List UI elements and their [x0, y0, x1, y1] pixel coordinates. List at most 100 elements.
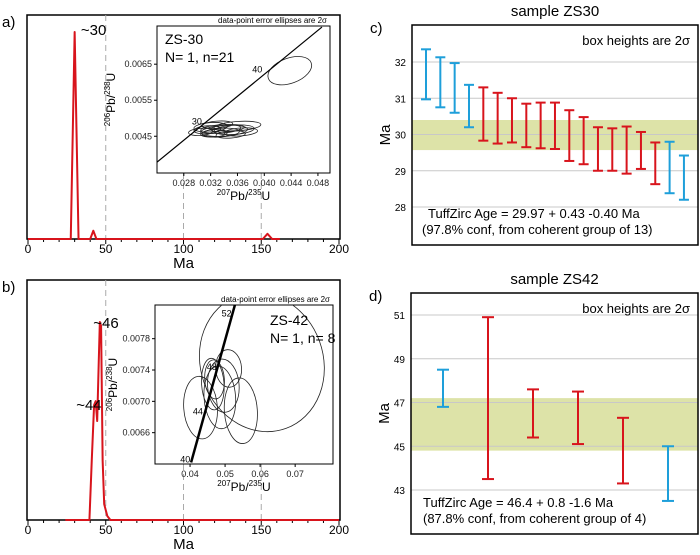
axis-label-part: 206	[103, 112, 112, 126]
error-ellipse	[223, 127, 258, 137]
error-bar	[572, 390, 584, 446]
error-bar	[478, 86, 489, 142]
error-bar	[482, 316, 494, 481]
x-axis-label: Ma	[173, 255, 194, 272]
error-ellipse	[207, 358, 240, 413]
panel-label: a)	[2, 14, 15, 31]
error-bar	[435, 56, 446, 109]
y-tick-label: 29	[395, 167, 407, 178]
error-bar	[678, 154, 689, 201]
x-axis-label: Ma	[173, 536, 194, 553]
axis-label-part: U	[262, 189, 271, 203]
inset-y-axis-label: 206Pb/238U	[105, 358, 120, 411]
axis-label-part: 238	[105, 366, 114, 380]
x-tick-label: 0	[25, 523, 32, 537]
inset-x-axis-label: 207Pb/235U	[217, 188, 270, 203]
x-tick-label: 200	[329, 523, 349, 537]
concordia-inset: data-point error ellipses are 2σ 52 48 44 40…	[105, 295, 336, 494]
inset-x-tick-label: 0.028	[173, 178, 196, 188]
inset-x-tick-label: 0.05	[216, 469, 234, 479]
peak-label: ~30	[81, 22, 106, 39]
x-tick-label: 100	[173, 242, 193, 256]
x-tick-label: 150	[251, 523, 271, 537]
panel-label: d)	[369, 288, 382, 305]
error-bar	[578, 116, 589, 166]
concordia-line	[157, 26, 323, 163]
y-tick-label: 28	[395, 203, 407, 214]
sample-counts: N= 1, n= 8	[270, 330, 336, 346]
sample-counts: N= 1, n=21	[165, 49, 234, 65]
inset-frame	[154, 304, 334, 465]
inset-x-tick-label: 0.06	[251, 469, 269, 479]
error-ellipse	[193, 125, 222, 135]
inset-note: data-point error ellipses are 2σ	[218, 16, 327, 25]
note: box heights are 2σ	[582, 301, 690, 316]
result-line-2: (87.8% conf, from coherent group of 4)	[423, 511, 646, 526]
error-bar	[635, 130, 646, 170]
inset-x-tick-label: 0.040	[253, 178, 276, 188]
concordia-age-label: 44	[193, 407, 203, 417]
x-tick-label: 100	[173, 523, 193, 537]
chart-title: sample ZS30	[511, 3, 599, 20]
concordia-age-label: 52	[222, 309, 232, 319]
axis-label-part: 207	[217, 188, 231, 197]
y-tick-label: 51	[394, 311, 406, 322]
note: box heights are 2σ	[582, 33, 690, 48]
error-bar	[592, 126, 603, 172]
inset-y-tick-label: 0.0074	[122, 365, 150, 375]
inset-x-tick-label: 0.07	[286, 469, 304, 479]
y-tick-label: 43	[394, 486, 406, 497]
probability-density-curve	[28, 31, 280, 240]
ellipses	[183, 305, 325, 463]
inset-x-tick-label: 0.044	[280, 178, 303, 188]
inset-note: data-point error ellipses are 2σ	[221, 295, 330, 304]
axis-label-part: U	[104, 73, 118, 82]
inset-y-tick-label: 0.0070	[122, 396, 150, 406]
error-bar	[492, 91, 503, 145]
plot-frame	[411, 24, 699, 246]
error-bar	[463, 83, 474, 129]
result-line-1: TuffZirc Age = 29.97 + 0.43 -0.40 Ma	[428, 206, 641, 221]
inset-y-tick-label: 0.0055	[124, 95, 152, 105]
y-tick-label: 31	[395, 94, 407, 105]
chart-title: sample ZS42	[510, 271, 598, 288]
age-band	[411, 398, 698, 451]
x-tick-label: 200	[329, 242, 349, 256]
error-bar	[650, 141, 661, 186]
concordia-age-label: 30	[192, 117, 202, 127]
axis-label-part: 206	[105, 397, 114, 411]
error-ellipse	[215, 130, 246, 139]
axis-label-part: Pb/	[106, 379, 120, 398]
error-bar	[607, 127, 618, 172]
y-tick-label: 45	[394, 442, 406, 453]
inset-y-axis-label: 206Pb/238U	[103, 73, 118, 126]
error-ellipse	[215, 349, 242, 388]
errorbar-panel-c: sample ZS30 c) 28 29 30 31 32 Ma box heights are…	[370, 3, 699, 246]
error-bar	[621, 125, 632, 175]
error-ellipse	[204, 359, 225, 400]
inset-y-tick-label: 0.0065	[124, 59, 152, 69]
y-axis-label: Ma	[377, 124, 394, 145]
error-ellipse	[199, 305, 325, 433]
x-tick-label: 150	[251, 242, 271, 256]
panel-label: c)	[370, 20, 383, 37]
inset-frame	[156, 25, 331, 174]
error-bar	[527, 388, 539, 439]
error-bar	[449, 62, 460, 114]
error-bar	[421, 48, 431, 101]
ellipses	[157, 26, 323, 163]
x-tick-label: 50	[99, 242, 113, 256]
axis-label-part: 235	[249, 479, 263, 488]
error-bar	[549, 101, 560, 150]
panel-label: b)	[2, 279, 15, 296]
axis-label-part: U	[262, 480, 271, 494]
inset-x-tick-label: 0.036	[226, 178, 249, 188]
inset-y-tick-label: 0.0066	[122, 428, 150, 438]
inset-x-tick-label: 0.04	[181, 469, 199, 479]
axis-label-part: Pb/	[104, 94, 118, 113]
sample-name: ZS-30	[165, 31, 203, 47]
errorbar-panel-d: sample ZS42 d) 43 45 47 49 51 Ma box heights are…	[369, 271, 699, 535]
